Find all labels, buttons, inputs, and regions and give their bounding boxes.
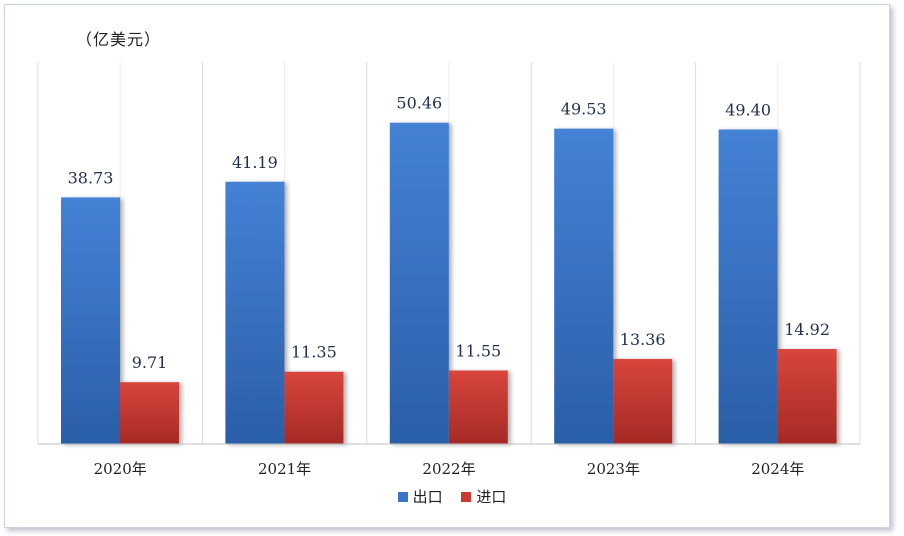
- bar-import-5: [777, 349, 837, 444]
- data-label-import-3: 11.55: [455, 341, 501, 360]
- unit-label: （亿美元）: [76, 30, 162, 49]
- bar-export-5: [718, 129, 778, 444]
- bar-export-3: [389, 122, 449, 444]
- data-label-export-1: 38.73: [68, 168, 114, 187]
- data-label-import-5: 14.92: [784, 320, 830, 339]
- bar-export-2: [225, 181, 285, 444]
- legend-item-export: 出口: [397, 486, 443, 507]
- legend-swatch-export: [397, 491, 408, 502]
- bar-import-3: [448, 370, 508, 444]
- data-label-import-1: 9.71: [132, 353, 168, 372]
- x-tick-label: 2020年: [94, 460, 147, 478]
- x-axis: 2020年 2021年 2022年 2023年 2024年: [38, 443, 860, 478]
- x-tick-label: 2024年: [751, 460, 804, 478]
- x-tick-label: 2022年: [422, 460, 475, 478]
- legend-item-import: 进口: [461, 486, 506, 507]
- bar-import-1: [120, 382, 179, 444]
- bar-import-4: [613, 358, 673, 444]
- legend-label-export: 出口: [412, 488, 443, 506]
- legend-swatch-import: [461, 491, 472, 502]
- data-label-export-2: 41.19: [232, 153, 278, 172]
- bars: [61, 122, 837, 444]
- data-label-import-2: 11.35: [291, 343, 337, 362]
- legend: 出口 进口: [0, 486, 904, 507]
- legend-label-import: 进口: [476, 488, 507, 506]
- data-label-export-4: 49.53: [561, 100, 607, 119]
- bar-import-2: [284, 371, 344, 444]
- data-label-import-4: 13.36: [620, 330, 666, 349]
- x-tick-label: 2023年: [587, 460, 640, 478]
- bar-export-4: [554, 128, 614, 444]
- bar-export-1: [61, 197, 120, 444]
- data-labels: 38.73 41.19 50.46 49.53 49.40 9.71 11.35 11.55 1…: [68, 94, 830, 372]
- data-label-export-3: 50.46: [396, 94, 442, 113]
- x-tick-label: 2021年: [258, 460, 311, 478]
- data-label-export-5: 49.40: [725, 100, 771, 119]
